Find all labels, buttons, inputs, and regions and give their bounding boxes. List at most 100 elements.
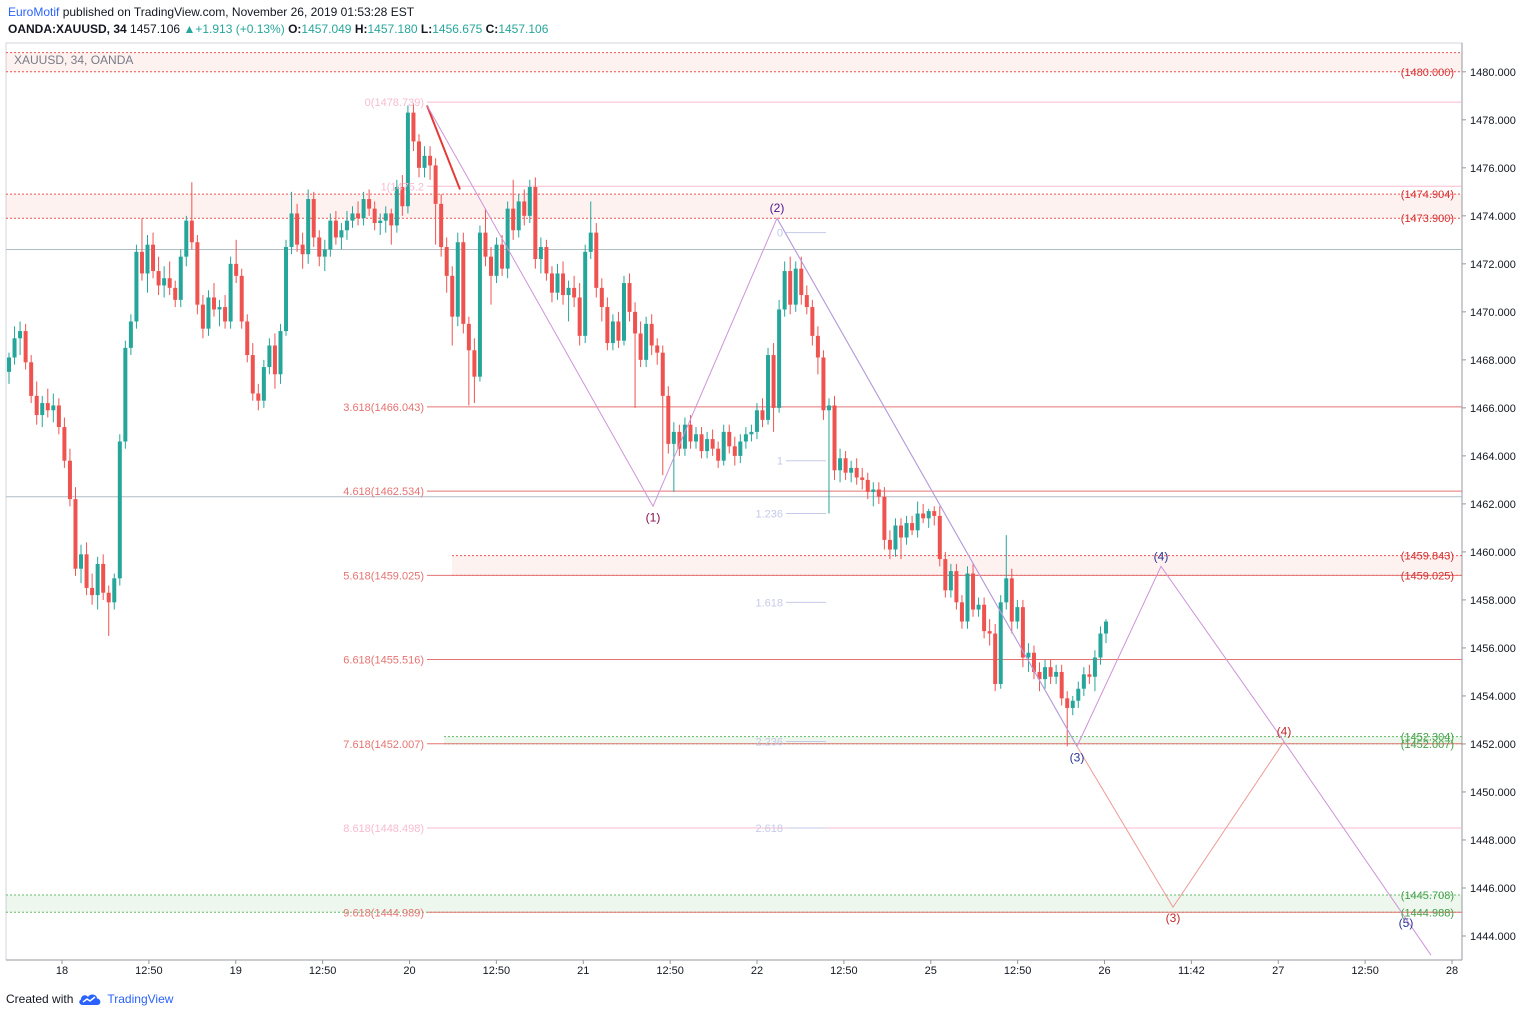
candle-body (73, 499, 78, 569)
candle-body (738, 441, 743, 456)
candle-body (777, 309, 782, 408)
fib-anchor-line (426, 105, 461, 190)
candle-body (621, 283, 626, 341)
x-tick-label: 26 (1098, 965, 1110, 977)
candle-body (544, 247, 549, 274)
candle-body (228, 263, 233, 322)
candle-body (350, 213, 355, 221)
candle-body (760, 410, 765, 420)
x-tick-label: 18 (56, 965, 68, 977)
candle-body (1081, 674, 1086, 689)
alt-wave-path (1076, 741, 1285, 909)
candle-body (1059, 671, 1064, 699)
y-tick-label: 1464.000 (1470, 451, 1516, 463)
price-level-label: (1445.708) (1401, 890, 1454, 902)
fib-ext-label: 1 (777, 456, 783, 468)
x-tick-label: 22 (751, 965, 763, 977)
symbol-name: OANDA:XAUUSD, 34 (8, 22, 127, 36)
candle-body (284, 247, 289, 332)
candle-body (483, 232, 488, 257)
candle-body (1037, 671, 1042, 680)
open-value: 1457.049 (301, 22, 352, 36)
symbol-legend: OANDA:XAUUSD, 34 1457.106 ▲+1.913 (+0.13… (8, 22, 548, 36)
fib-ext-label: 1.236 (755, 509, 783, 521)
candle-body (500, 244, 505, 269)
time-axis[interactable]: 18 12:50 19 12:50 20 12:50 21 12:50 22 12:50 25 12:… (56, 960, 1458, 977)
candle-body (151, 244, 156, 272)
candle-body (489, 256, 494, 276)
candle-body (766, 355, 771, 420)
high-label: H: (354, 22, 368, 36)
candle-body (749, 431, 754, 435)
x-tick-label: 25 (925, 965, 937, 977)
zone-band (6, 894, 1462, 913)
price-chart[interactable]: 0(1478.739) 1(1475.2 3.618(1466.043) 4.618(… (0, 40, 1530, 986)
y-tick-label: 1460.000 (1470, 547, 1516, 559)
x-tick-label: 12:50 (135, 965, 163, 977)
wave-3-line (776, 217, 1078, 747)
x-tick-label: 19 (230, 965, 242, 977)
candle-body (793, 268, 798, 305)
candle-body (860, 477, 865, 480)
candle-body (599, 287, 604, 308)
candle-body (62, 427, 67, 461)
candle-body (815, 335, 820, 358)
candle-body (195, 242, 200, 305)
candle-body (716, 448, 721, 461)
candle-body (45, 403, 50, 411)
candle-body (333, 220, 338, 238)
candle-body (322, 249, 327, 257)
fib-level-label: 8.618(1448.498) (343, 823, 424, 835)
candle-body (561, 273, 566, 296)
zone-band (444, 736, 1462, 744)
candle-body (926, 511, 931, 519)
candle-body (677, 431, 682, 449)
price-level-label: (1444.988) (1401, 907, 1454, 919)
candle-body (710, 439, 715, 449)
price-axis[interactable]: 1444.000 1446.000 1448.000 1450.000 1452.000… (1462, 67, 1516, 943)
wave-lines-layer (426, 105, 1432, 956)
candle-body (782, 271, 787, 310)
candle-body (1065, 698, 1070, 708)
candle-body (145, 244, 150, 274)
candle-body (1020, 607, 1025, 658)
author-link[interactable]: EuroMotif (8, 5, 60, 19)
candle-body (1087, 674, 1092, 677)
candle-body (245, 321, 250, 356)
candle-body (937, 515, 942, 560)
price-level-label: (1480.000) (1401, 67, 1454, 79)
candle-body (799, 268, 804, 296)
zone-band (6, 194, 1462, 219)
candle-body (694, 434, 699, 442)
candle-body (965, 573, 970, 622)
candle-body (588, 232, 593, 252)
candle-body (1076, 688, 1081, 701)
candle-body (306, 199, 311, 255)
zone-band (6, 52, 1462, 72)
price-level-label: (1452.007) (1401, 739, 1454, 751)
candle-body (317, 237, 322, 257)
tradingview-link[interactable]: TradingView (107, 992, 174, 1006)
candle-body (633, 311, 638, 334)
candle-body (572, 287, 577, 298)
candle-body (638, 333, 643, 360)
x-tick-label: 12:50 (309, 965, 337, 977)
candle-body (826, 405, 831, 411)
wave-label: (3) (1070, 750, 1085, 764)
up-triangle-icon: ▲ (183, 22, 196, 36)
price-level-label: (1452.304) (1401, 732, 1454, 744)
candle-body (1092, 657, 1097, 677)
candle-body (904, 523, 909, 538)
candle-body (943, 559, 948, 591)
y-tick-label: 1480.000 (1470, 67, 1516, 79)
candle-body (29, 362, 34, 396)
candle-body (1048, 667, 1053, 677)
candle-body (200, 304, 205, 329)
x-tick-label: 20 (403, 965, 415, 977)
y-tick-label: 1478.000 (1470, 115, 1516, 127)
candle-body (250, 355, 255, 394)
candle-body (522, 201, 527, 216)
candle-body (128, 321, 133, 348)
candle-body (705, 439, 710, 452)
y-tick-label: 1454.000 (1470, 691, 1516, 703)
